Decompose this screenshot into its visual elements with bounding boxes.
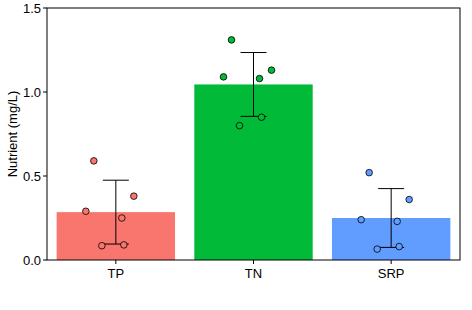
error-cap (241, 52, 267, 53)
point (256, 75, 263, 82)
error-stem (115, 180, 116, 244)
point (396, 243, 403, 250)
point (228, 37, 235, 44)
error-stem (253, 53, 254, 117)
point (236, 122, 243, 129)
point (258, 114, 265, 121)
x-tick-label: TN (245, 266, 262, 281)
point (91, 158, 98, 165)
error-bar (103, 180, 129, 244)
point (119, 215, 126, 222)
error-cap (378, 188, 404, 189)
point (406, 196, 413, 203)
point (220, 74, 227, 81)
error-bar (241, 53, 267, 117)
error-cap (103, 180, 129, 181)
y-tick-label: 1.0 (23, 85, 41, 100)
x-tick (391, 260, 392, 264)
y-tick-label: 0.5 (23, 169, 41, 184)
y-axis-label: Nutrient (mg/L) (5, 91, 20, 178)
x-tick (253, 260, 254, 264)
error-bar (378, 189, 404, 248)
frame (47, 8, 460, 260)
y-tick (43, 8, 47, 9)
point (83, 208, 90, 215)
point (268, 67, 275, 74)
x-tick (115, 260, 116, 264)
error-stem (391, 189, 392, 248)
y-tick (43, 260, 47, 261)
y-tick-label: 1.5 (23, 1, 41, 16)
point (99, 242, 106, 249)
y-tick (43, 176, 47, 177)
point (366, 169, 373, 176)
point (394, 218, 401, 225)
point (358, 216, 365, 223)
plot-area (57, 37, 451, 260)
point (121, 242, 128, 249)
y-tick (43, 92, 47, 93)
y-tick-label: 0.0 (23, 253, 41, 268)
point (374, 246, 381, 253)
point (131, 193, 138, 200)
x-tick-label: TP (108, 266, 125, 281)
x-tick-label: SRP (378, 266, 405, 281)
chart: 0.0 0.5 1.0 1.5 TP TN SRP Nutrient (mg/L) (0, 0, 472, 310)
